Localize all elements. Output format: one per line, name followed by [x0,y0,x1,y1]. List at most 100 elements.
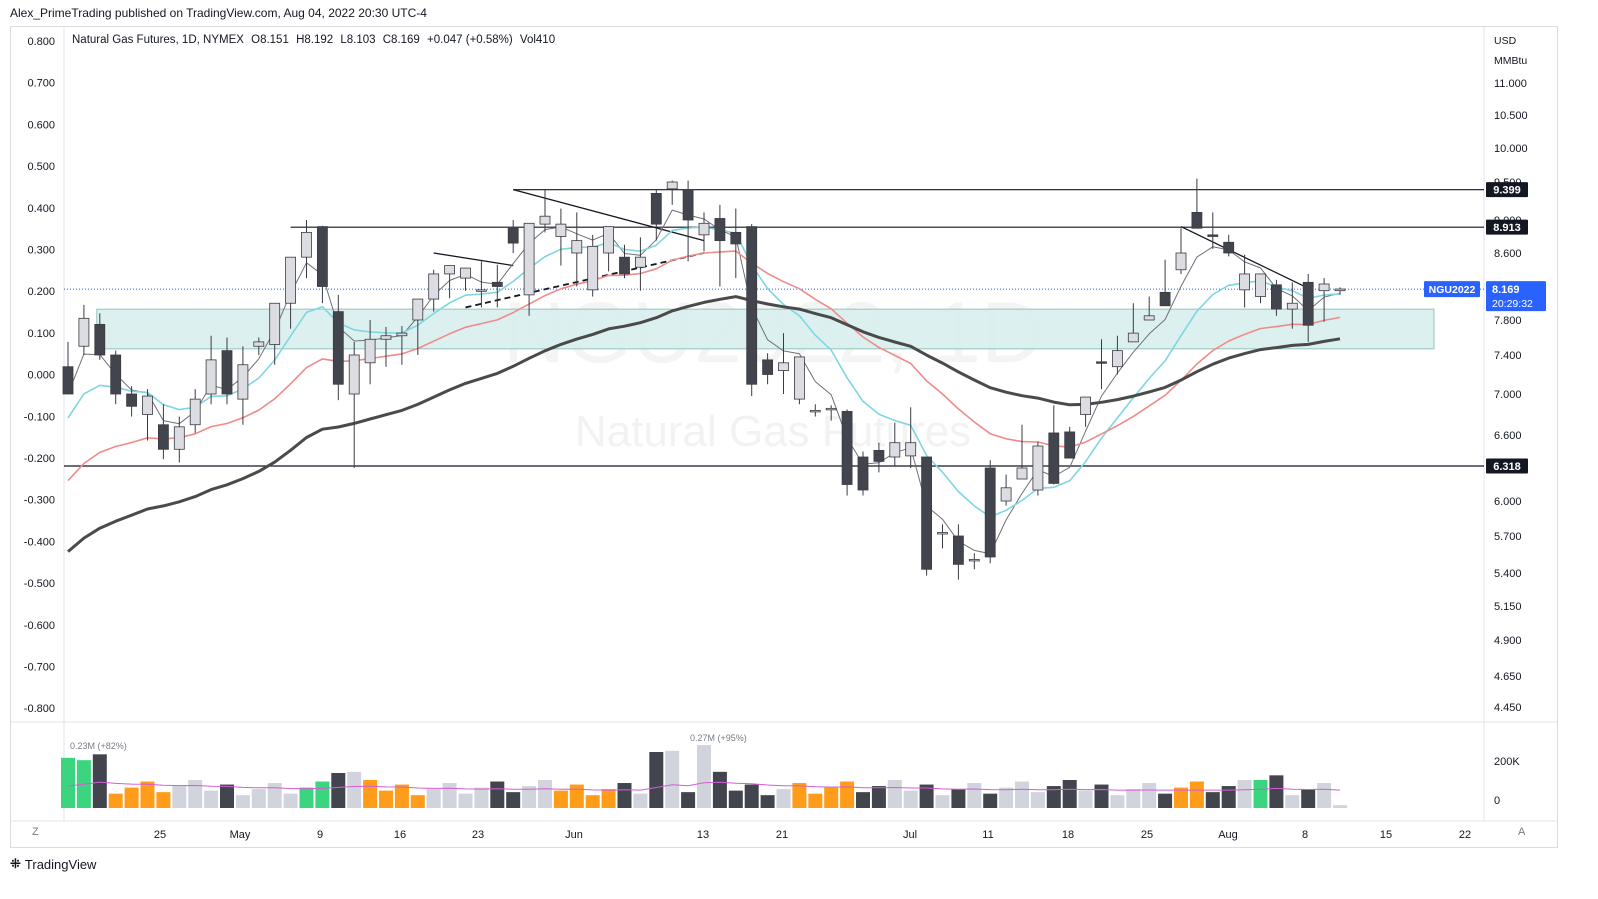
volume-bar [458,793,473,808]
candle-body [539,215,551,225]
candle-body [173,426,185,450]
volume-bar [1253,780,1268,808]
left-axis-tick: 0.800 [27,36,55,48]
candle-body [714,218,726,242]
legend-title[interactable]: Natural Gas Futures, 1D, NYMEX [72,34,244,46]
candle-body [301,231,312,258]
auto-scale-button[interactable]: A [1518,826,1526,838]
volume-bar [267,783,282,808]
volume-bar [1062,780,1077,808]
volume-bar [379,790,393,808]
tradingview-logo-icon: ⁜ [10,856,21,871]
volume-bar [347,771,362,808]
left-axis-tick: 0.600 [27,119,55,131]
legend-low: L8.103 [340,34,376,46]
volume-bar [235,795,250,808]
left-axis-tick: -0.200 [24,453,55,465]
volume-bar [1078,790,1093,808]
volume-bar [792,783,807,808]
price-level-text: 6.318 [1493,461,1521,473]
volume-bar [760,795,775,808]
candle-body [905,442,917,457]
candle-body [953,535,964,565]
volume-bar [999,787,1014,808]
candle-body [587,245,599,291]
volume-bar [124,787,139,808]
candle-body [1239,273,1250,291]
candle-body [841,411,853,485]
candle-body [825,407,837,411]
ma-slow-line [67,295,1341,553]
candle-body [412,298,424,321]
volume-bar [1174,787,1188,808]
candle-body [968,559,980,562]
candle-body [364,338,376,364]
volume-bar [108,793,123,808]
right-axis-tick: 7.400 [1494,350,1522,362]
legend-open: O8.151 [251,34,289,46]
candle-body [316,226,328,287]
candle-body [285,256,297,304]
candle-body [269,302,281,345]
volume-bar [903,790,918,808]
x-axis-tick: 18 [1062,829,1074,841]
left-axis-tick: -0.800 [24,703,55,715]
candle-body [62,366,74,395]
right-axis-tick: 5.400 [1494,568,1522,580]
candle-body [571,240,583,254]
candle-body [205,359,217,395]
volume-bar [681,792,696,808]
candle-body [746,226,758,385]
footer-brand[interactable]: ⁜ TradingView [10,856,96,872]
candle-body [1127,332,1139,343]
volume-bar [1301,789,1316,808]
candle-body [889,442,901,458]
x-axis-tick: Jul [903,829,917,841]
timezone-corner-button[interactable]: Z [32,826,39,838]
candle-body [698,222,710,236]
chart-frame[interactable] [10,26,1558,848]
candle-body [1191,211,1203,229]
ma-red-line [67,250,1341,482]
candle-body [460,267,471,279]
volume-bar [983,793,998,808]
candle-body [1064,431,1076,459]
volume-bar [522,786,537,808]
candle-body [1159,291,1171,307]
candle-body [555,223,567,237]
candle-body [253,341,265,347]
x-axis-tick: 25 [154,829,166,841]
candle-body [444,265,456,275]
volume-bar [299,787,314,808]
right-axis-tick: 7.800 [1494,315,1522,327]
price-level-badge [1486,182,1528,198]
left-axis-tick: -0.100 [24,411,55,423]
candle-body [762,359,773,375]
candle-body [491,281,503,287]
candle-body [778,362,789,371]
price-level-text: 8.913 [1493,222,1521,234]
candle-body [1207,234,1219,237]
left-axis-tick: -0.600 [24,620,55,632]
candle-body [1271,284,1282,310]
candle-body [1334,288,1346,292]
candle-body [157,424,169,450]
price-level-text: 9.399 [1493,185,1521,197]
volume-bar [553,790,568,808]
x-axis-tick: 13 [697,829,709,841]
x-axis-tick: May [230,829,251,841]
candle-body [635,256,646,268]
x-axis-tick: 25 [1141,829,1153,841]
volume-bar [871,786,886,808]
candle-body [921,456,932,570]
candle-body [189,398,201,426]
volume-bar [172,786,187,808]
volume-bar [840,781,855,808]
volume-bar [951,789,966,808]
right-axis-unit: USD [1494,35,1517,47]
left-axis-tick: -0.300 [24,495,55,507]
volume-bar [156,792,171,808]
left-axis-tick: 0.200 [27,286,55,298]
symbol-legend[interactable]: Natural Gas Futures, 1D, NYMEX O8.151 H8… [72,34,559,46]
